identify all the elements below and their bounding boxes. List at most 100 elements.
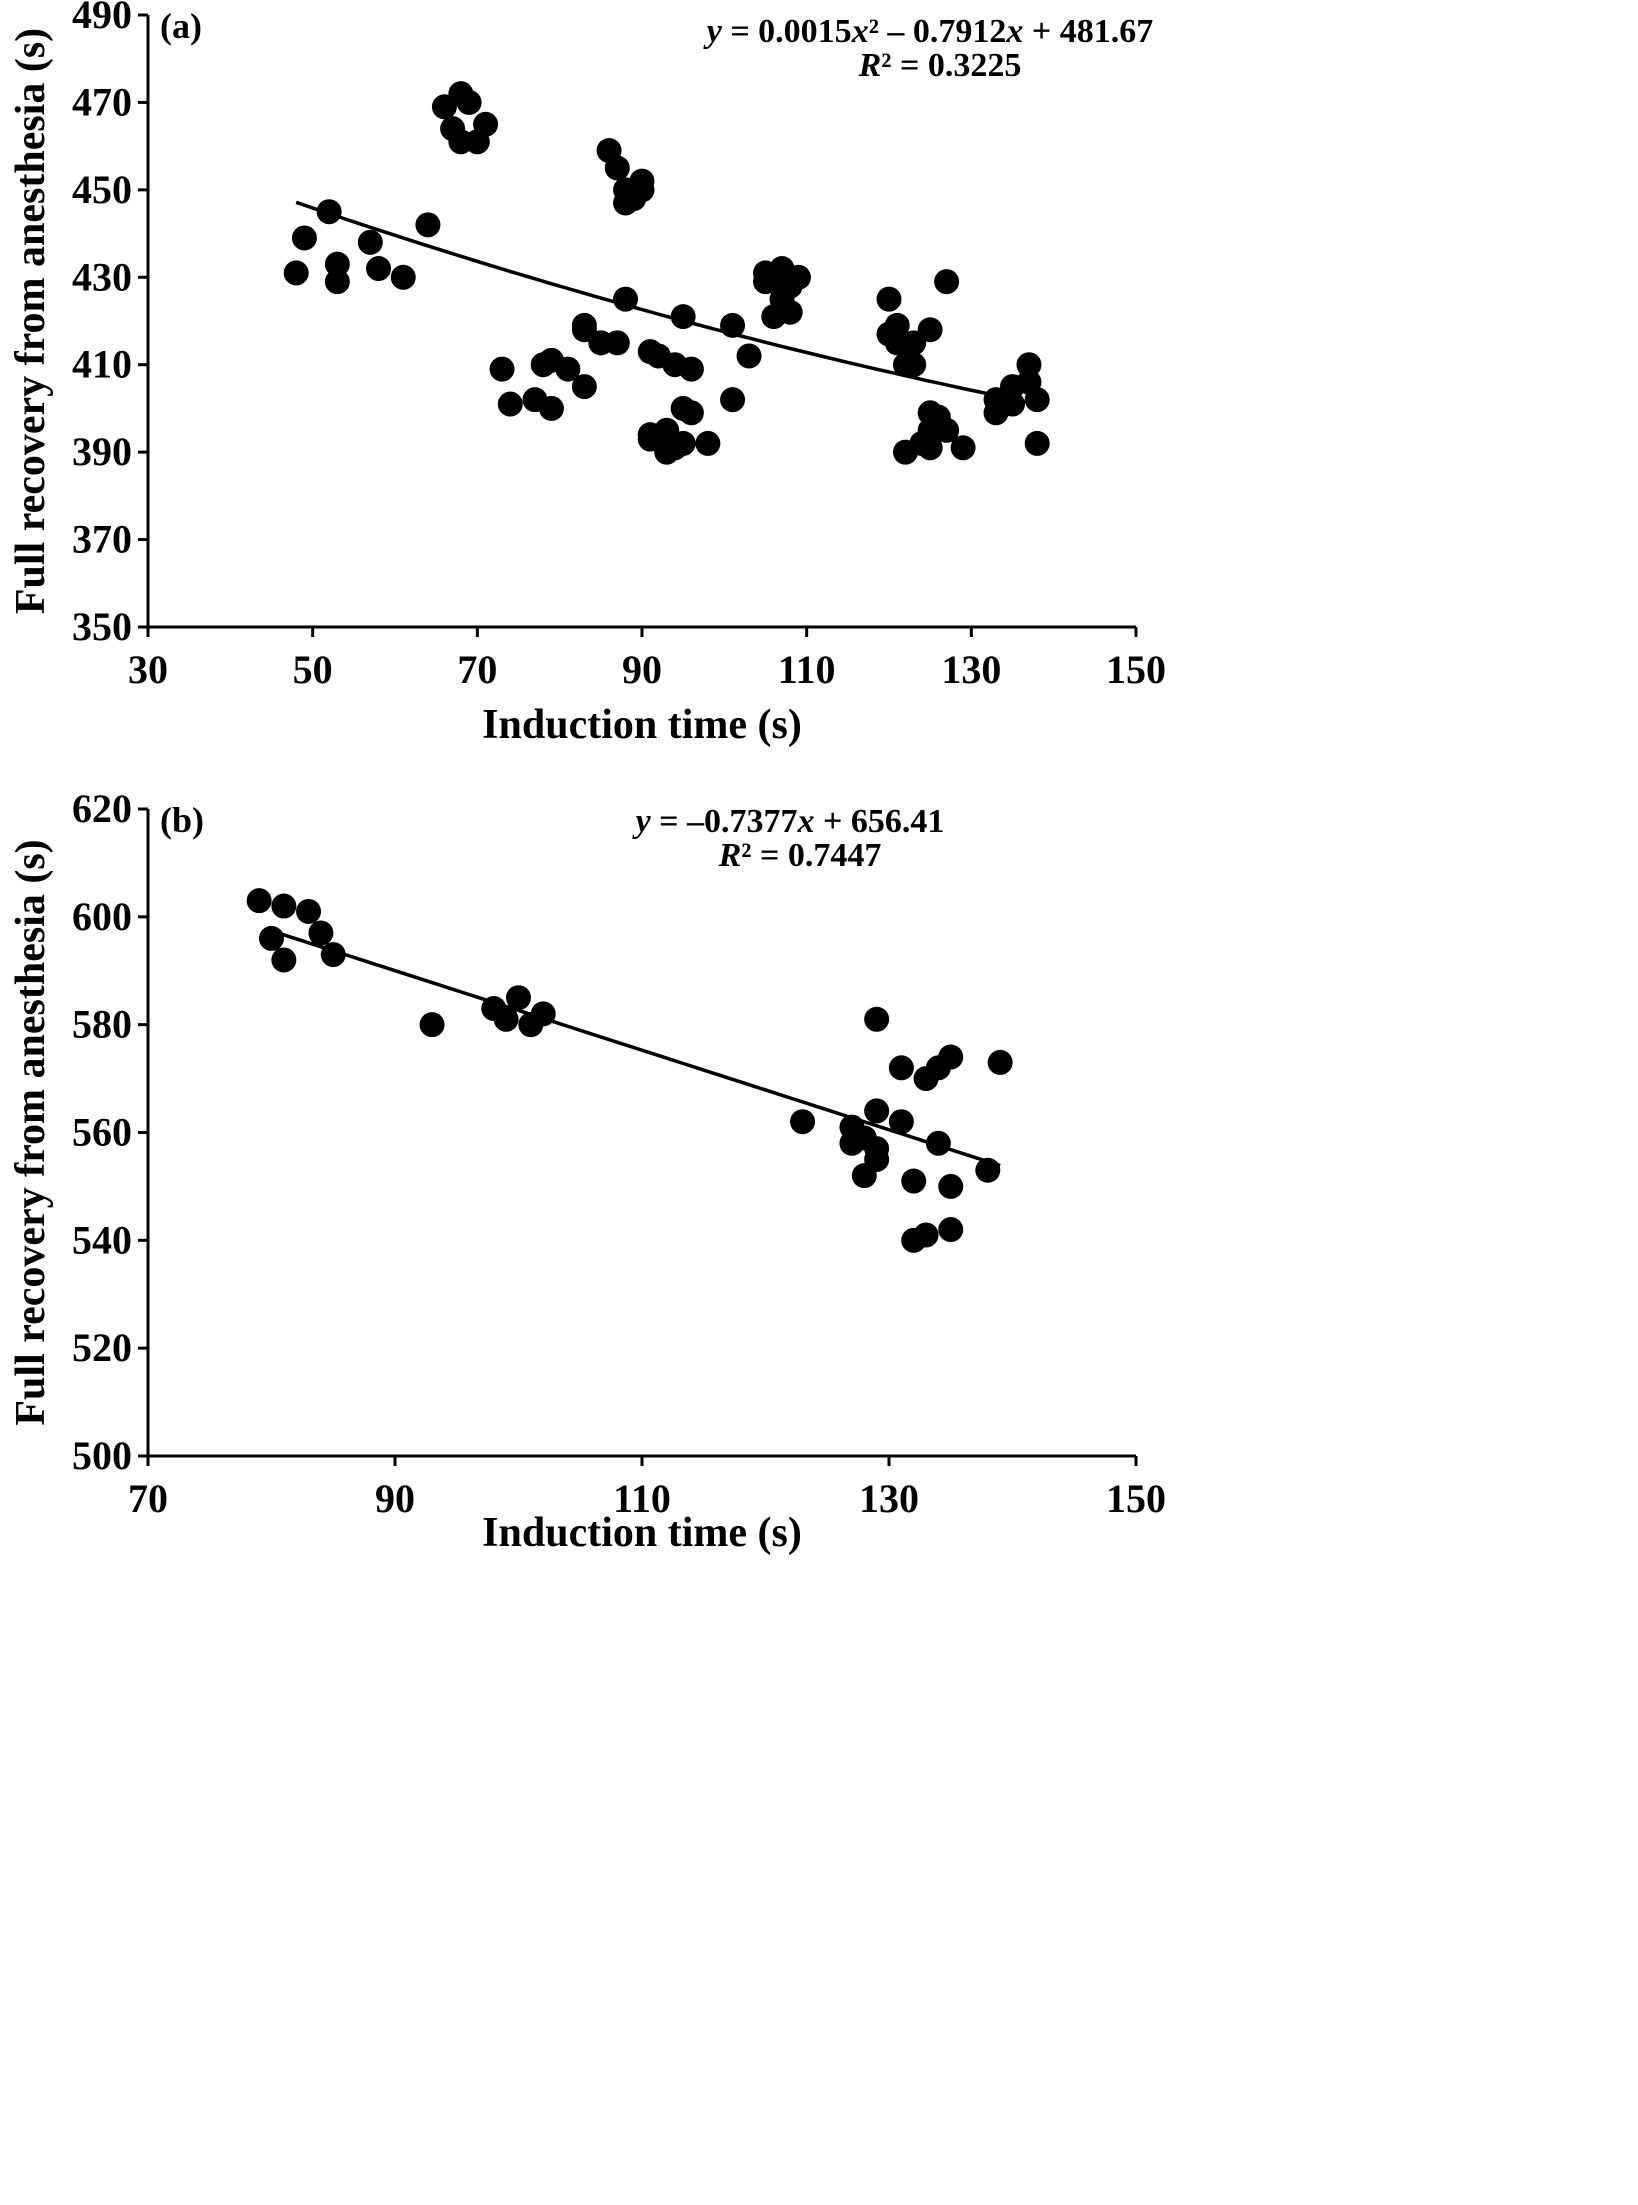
data-point <box>884 312 910 338</box>
data-point <box>876 286 902 312</box>
data-point <box>934 417 960 443</box>
data-point <box>308 920 334 946</box>
data-point <box>419 1012 445 1038</box>
data-point <box>571 374 597 400</box>
data-point <box>415 212 441 238</box>
data-point <box>316 199 342 225</box>
x-tick-label: 110 <box>613 1476 671 1521</box>
chart-panel-a: 350 370 390 410 430 450 470 490 30 50 70 90 110 130 15… <box>8 0 1166 748</box>
panel-label: (b) <box>160 800 204 840</box>
r-squared-var: R <box>858 47 882 84</box>
data-point <box>259 925 284 951</box>
y-tick-label: 560 <box>72 1110 132 1155</box>
data-point <box>493 1006 519 1032</box>
data-point <box>975 1157 1001 1183</box>
x-tick-label: 70 <box>128 1476 168 1521</box>
data-point <box>506 985 531 1011</box>
y-tick-label: 370 <box>72 517 132 562</box>
y-tick-label: 410 <box>72 342 132 387</box>
data-point <box>678 400 704 426</box>
x-tick-label: 130 <box>859 1476 919 1521</box>
data-point <box>864 1146 890 1172</box>
data-point <box>324 251 350 277</box>
data-point <box>271 893 297 919</box>
trendline <box>295 200 1038 406</box>
data-point <box>296 898 322 924</box>
data-point <box>1000 391 1025 417</box>
data-point <box>987 1049 1013 1075</box>
x-tick-label: 90 <box>375 1476 415 1521</box>
y-tick-label: 490 <box>72 0 132 37</box>
x-tick-label: 90 <box>622 647 662 692</box>
data-point <box>901 1168 927 1194</box>
data-point <box>938 1044 964 1070</box>
data-point <box>720 387 746 413</box>
y-tick-label: 580 <box>72 1002 132 1047</box>
regression-equation-var: y <box>703 13 723 50</box>
r-squared-part: ² = 0.7447 <box>741 837 881 874</box>
y-tick-label: 620 <box>72 786 132 831</box>
y-tick-label: 600 <box>72 894 132 939</box>
y-tick-label: 430 <box>72 254 132 299</box>
y-tick-label: 390 <box>72 429 132 474</box>
x-tick-label: 30 <box>128 647 168 692</box>
regression-equation-part: ² – 0.7912 <box>869 13 1007 50</box>
x-tick-label: 130 <box>941 647 1001 692</box>
data-point <box>283 260 309 286</box>
data-point <box>538 395 564 421</box>
x-tick-label: 110 <box>778 647 836 692</box>
data-point <box>366 256 392 282</box>
data-point <box>934 269 960 295</box>
data-point <box>790 1109 816 1135</box>
data-point <box>473 111 499 137</box>
data-point <box>456 89 482 115</box>
regression-equation-part: = 0.0015 <box>722 13 852 50</box>
regression-equation-part: + 481.67 <box>1023 13 1153 50</box>
data-point <box>736 343 762 369</box>
data-point <box>938 1217 964 1243</box>
y-tick-label: 520 <box>72 1325 132 1370</box>
r-squared: R² = 0.7447 <box>718 837 882 874</box>
data-point <box>917 435 943 461</box>
data-point <box>246 888 272 914</box>
regression-equation-part: + 656.41 <box>815 803 945 840</box>
x-tick-label: 70 <box>457 647 497 692</box>
r-squared: R² = 0.3225 <box>858 47 1022 84</box>
data-point <box>901 352 927 378</box>
regression-equation-var: x <box>1005 13 1023 50</box>
data-point <box>291 225 317 251</box>
x-tick-label: 150 <box>1106 647 1166 692</box>
data-point <box>629 177 655 203</box>
panel-label: (a) <box>160 6 202 46</box>
data-point <box>950 435 976 461</box>
data-point <box>785 264 811 290</box>
data-point <box>320 942 346 968</box>
regression-equation-var: x <box>797 803 815 840</box>
y-tick-label: 540 <box>72 1217 132 1262</box>
data-point <box>1024 387 1050 413</box>
data-point <box>913 1222 939 1248</box>
y-tick-label: 500 <box>72 1433 132 1478</box>
regression-equation-var: y <box>632 803 652 840</box>
r-squared-part: ² = 0.3225 <box>881 47 1021 84</box>
data-point <box>864 1098 890 1124</box>
x-tick-label: 50 <box>293 647 333 692</box>
y-tick-label: 470 <box>72 79 132 124</box>
y-tick-label: 350 <box>72 604 132 649</box>
data-point <box>888 1109 914 1135</box>
data-point <box>530 1001 556 1027</box>
data-point <box>357 229 383 255</box>
data-point <box>271 947 297 973</box>
data-point <box>604 330 630 356</box>
r-squared-var: R <box>718 837 742 874</box>
data-point <box>613 286 639 312</box>
data-point <box>1016 352 1042 378</box>
regression-equation: y = 0.0015x² – 0.7912x + 481.67 <box>703 13 1154 50</box>
y-axis-title: Full recovery from anesthesia (s) <box>8 28 54 614</box>
data-point <box>390 264 416 290</box>
data-point <box>938 1173 964 1199</box>
data-point <box>489 356 515 382</box>
y-tick-label: 450 <box>72 167 132 212</box>
data-point <box>917 317 943 343</box>
